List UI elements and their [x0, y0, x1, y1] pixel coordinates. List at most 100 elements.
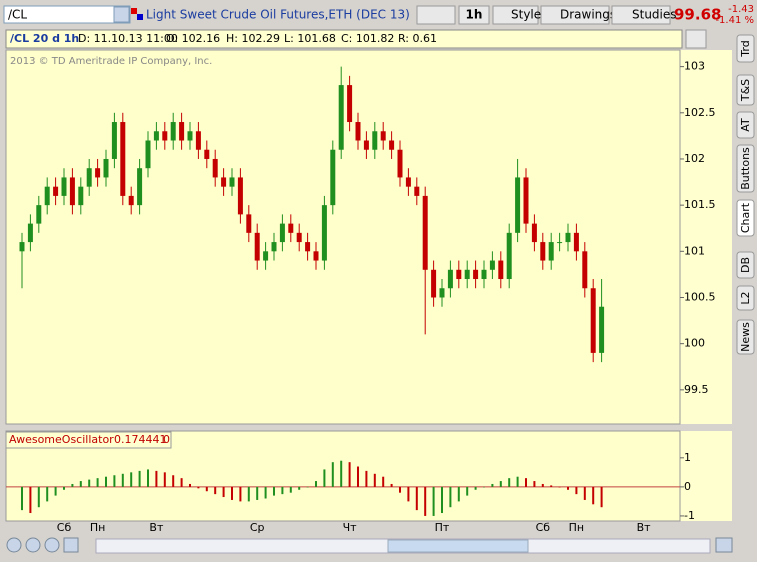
drawings-button[interactable]	[540, 5, 610, 25]
drawing-tool-button[interactable]	[685, 29, 707, 49]
oscillator-bar	[583, 486, 586, 500]
oscillator-bar	[63, 486, 65, 490]
change-pct: -1.41 %	[715, 15, 754, 26]
candle-body	[162, 131, 168, 141]
candle-body	[573, 232, 579, 252]
symbol-dropdown[interactable]	[113, 6, 130, 23]
zoom-out-button[interactable]	[44, 537, 60, 553]
side-tab[interactable]	[736, 199, 755, 237]
oscillator-bar	[541, 483, 544, 487]
candle-body	[321, 205, 327, 261]
x-tick-label: Вт	[637, 521, 652, 534]
oscillator-bar	[121, 473, 124, 487]
oscillator-bar	[214, 486, 217, 495]
candle-body	[103, 158, 109, 178]
side-tab-label: DB	[739, 257, 752, 273]
oscillator-value: 0.174441	[114, 433, 167, 446]
oscillator-bar	[298, 486, 301, 490]
tool-buttons[interactable]	[416, 5, 456, 25]
y-tick-label: -1	[684, 509, 695, 522]
candle-body	[120, 122, 126, 196]
oscillator-bar	[247, 486, 250, 502]
candle-body	[221, 177, 227, 187]
oscillator-bar	[289, 486, 292, 493]
info-label: /CL 20 d 1h	[10, 32, 79, 45]
candle-body	[464, 269, 470, 280]
interval-button[interactable]	[458, 5, 490, 25]
oscillator-bar	[449, 486, 452, 508]
icon	[137, 14, 143, 20]
oscillator-bar	[96, 478, 99, 487]
pan-button[interactable]	[6, 537, 22, 553]
candle-body	[95, 168, 101, 178]
candle-body	[498, 260, 504, 280]
candle-body	[170, 122, 176, 141]
side-tab[interactable]	[736, 144, 755, 193]
oscillator-bar	[331, 462, 334, 487]
candle-body	[145, 140, 151, 169]
candle-body	[263, 251, 269, 261]
info-low: L: 101.68	[284, 32, 336, 45]
scroll-right-button[interactable]	[715, 537, 733, 553]
side-tab[interactable]	[736, 74, 755, 106]
candle-body	[447, 269, 453, 289]
candle-body	[422, 195, 428, 270]
oscillator-bar	[147, 469, 149, 487]
oscillator-bar	[37, 486, 40, 508]
candle-body	[212, 158, 218, 178]
candle-body	[590, 288, 596, 353]
oscillator-bar	[306, 486, 309, 488]
candle-body	[347, 85, 353, 123]
candle-body	[86, 168, 92, 187]
candle-body	[78, 186, 84, 206]
candle-body	[204, 149, 210, 159]
side-tab[interactable]	[736, 285, 755, 311]
side-tab-label: T&S	[739, 79, 752, 102]
candle-body	[531, 223, 537, 243]
oscillator-bar	[180, 478, 183, 487]
oscillator-bar	[474, 486, 477, 490]
y-tick-label: 102	[684, 152, 705, 165]
zoom-in-button[interactable]	[25, 537, 41, 553]
icon	[131, 8, 137, 14]
side-tab[interactable]	[736, 251, 755, 279]
symbol-input[interactable]	[3, 5, 131, 24]
oscillator-bar	[197, 486, 200, 489]
x-tick-label: Пн	[90, 521, 105, 534]
oscillator-bar	[357, 466, 359, 487]
x-tick-label: Пн	[569, 521, 584, 534]
interval: 1h	[466, 8, 483, 22]
oscillator-bar	[365, 470, 368, 487]
candle-body	[229, 177, 235, 187]
oscillator-bar	[273, 486, 275, 496]
style-button[interactable]	[492, 5, 539, 25]
info-high: H: 102.29	[226, 32, 280, 45]
candle-body	[397, 149, 403, 178]
candle-body	[137, 168, 143, 206]
info-close: C: 101.82	[341, 32, 394, 45]
oscillator-bar	[508, 478, 511, 487]
candle-body	[548, 242, 554, 261]
y-tick-label: 101.5	[684, 198, 716, 211]
hand-button[interactable]	[63, 537, 79, 553]
studies-button[interactable]	[611, 5, 671, 25]
info-date: D: 11.10.13 11:00	[78, 32, 178, 45]
oscillator-bar	[113, 475, 116, 487]
scroll-thumb[interactable]	[387, 539, 529, 553]
side-tab[interactable]	[736, 111, 755, 139]
oscillator-bar	[415, 486, 418, 511]
side-tab[interactable]	[736, 34, 755, 63]
y-tick-label: 99.5	[684, 383, 709, 396]
info-open: O: 102.16	[166, 32, 220, 45]
side-tab[interactable]	[736, 319, 755, 355]
candle-body	[254, 232, 260, 261]
drawings-label: Drawings	[560, 8, 616, 22]
oscillator-bar	[457, 486, 460, 502]
y-tick-label: 101	[684, 244, 705, 257]
oscillator-bar	[399, 486, 401, 493]
candle-body	[69, 177, 75, 206]
candle-body	[405, 177, 411, 187]
symbol-description[interactable]: Light Sweet Crude Oil Futures,ETH (DEC 1…	[146, 8, 410, 22]
oscillator-bar	[558, 486, 561, 488]
